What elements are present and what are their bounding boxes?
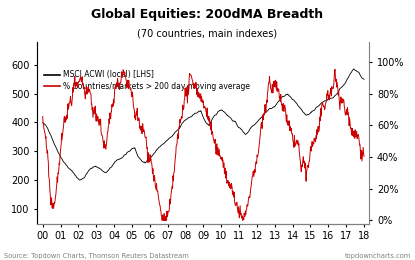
% Countries/markets > 200 day moving average [284, 113, 289, 116]
% Countries/markets > 200 day moving average [40, 115, 45, 118]
Line: MSCI ACWI (local) [LHS]: MSCI ACWI (local) [LHS] [43, 69, 364, 180]
Text: (70 countries, main indexes): (70 countries, main indexes) [137, 29, 278, 38]
MSCI ACWI (local) [LHS] [227, 116, 232, 119]
MSCI ACWI (local) [LHS] [361, 78, 366, 81]
MSCI ACWI (local) [LHS] [77, 178, 82, 181]
% Countries/markets > 200 day moving average [236, 211, 241, 214]
Text: Source: Topdown Charts, Thomson Reuters Datastream: Source: Topdown Charts, Thomson Reuters … [4, 253, 189, 259]
% Countries/markets > 200 day moving average [332, 68, 337, 71]
MSCI ACWI (local) [LHS] [351, 67, 356, 70]
Line: % Countries/markets > 200 day moving average: % Countries/markets > 200 day moving ave… [43, 69, 364, 220]
% Countries/markets > 200 day moving average [361, 155, 366, 158]
% Countries/markets > 200 day moving average [227, 186, 232, 189]
% Countries/markets > 200 day moving average [317, 116, 322, 119]
MSCI ACWI (local) [LHS] [60, 158, 65, 161]
Text: topdowncharts.com: topdowncharts.com [344, 253, 411, 259]
MSCI ACWI (local) [LHS] [245, 131, 250, 134]
% Countries/markets > 200 day moving average [160, 219, 165, 222]
MSCI ACWI (local) [LHS] [317, 103, 322, 106]
% Countries/markets > 200 day moving average [245, 205, 250, 208]
MSCI ACWI (local) [LHS] [284, 93, 289, 96]
% Countries/markets > 200 day moving average [60, 134, 65, 138]
Legend: MSCI ACWI (local) [LHS], % Countries/markets > 200 day moving average: MSCI ACWI (local) [LHS], % Countries/mar… [41, 67, 254, 94]
Text: Global Equities: 200dMA Breadth: Global Equities: 200dMA Breadth [91, 8, 324, 21]
MSCI ACWI (local) [LHS] [236, 125, 241, 128]
MSCI ACWI (local) [LHS] [40, 121, 45, 124]
